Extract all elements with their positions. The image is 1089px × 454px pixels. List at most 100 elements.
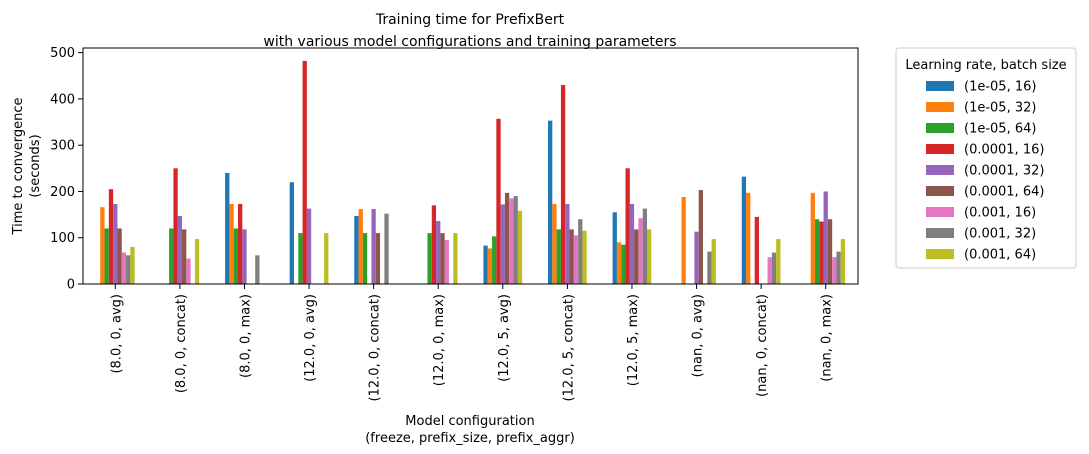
bar <box>104 228 109 284</box>
bar <box>513 196 518 284</box>
bar <box>354 215 359 284</box>
legend-item-label: (0.001, 64) <box>964 248 1036 263</box>
chart-title-line-1: Training time for PrefixBert <box>375 12 565 28</box>
bar <box>647 229 652 284</box>
legend-item-label: (0.001, 16) <box>964 206 1036 221</box>
bar <box>565 203 570 284</box>
legend-title: Learning rate, batch size <box>905 58 1066 73</box>
x-axis-label-line-2: (freeze, prefix_size, prefix_aggr) <box>365 431 575 446</box>
legend-item-label: (0.001, 32) <box>964 227 1036 242</box>
x-tick-label: (12.0, 0, max) <box>432 294 447 386</box>
bar <box>582 230 587 284</box>
bar <box>375 233 381 284</box>
legend-item-label: (0.0001, 16) <box>964 143 1044 158</box>
bars-group <box>100 60 846 285</box>
bar <box>698 190 703 284</box>
bar <box>194 239 200 284</box>
bar <box>255 255 260 284</box>
bar <box>186 258 191 284</box>
x-tick-label: (12.0, 0, concat) <box>368 294 383 401</box>
bar <box>746 192 751 284</box>
bar <box>840 239 846 284</box>
legend-swatch <box>926 249 954 259</box>
bar <box>298 233 303 284</box>
bar <box>225 172 230 284</box>
legend-swatch <box>926 186 954 196</box>
bar <box>117 228 122 284</box>
bar <box>548 120 553 285</box>
y-axis-label-line-2: (seconds) <box>28 134 43 197</box>
bar <box>324 233 329 284</box>
bar <box>483 245 488 284</box>
bar <box>711 239 716 284</box>
bar <box>427 233 432 284</box>
bar <box>552 203 557 284</box>
bar <box>612 212 617 284</box>
x-tick-label: (8.0, 0, max) <box>238 294 253 378</box>
legend: Learning rate, batch size (1e-05, 16) (1e… <box>895 47 1077 269</box>
y-axis-label: Time to convergence (seconds) <box>11 98 43 236</box>
bar <box>556 229 561 284</box>
x-tick-label: (12.0, 5, concat) <box>561 294 576 401</box>
y-axis-label-line-1: Time to convergence <box>11 98 26 236</box>
bar <box>492 236 497 284</box>
y-tick-label: 100 <box>50 231 75 246</box>
bar <box>767 257 772 284</box>
bar <box>496 118 501 284</box>
bar <box>242 229 247 284</box>
bar <box>130 246 135 284</box>
legend-swatch <box>926 81 954 91</box>
legend-item-label: (1e-05, 16) <box>964 80 1036 95</box>
bar <box>642 208 648 284</box>
bar <box>517 210 523 284</box>
y-axis: 0 100 200 300 400 500 <box>50 46 83 293</box>
bar <box>229 203 234 284</box>
bar <box>436 221 441 284</box>
bar <box>832 257 837 284</box>
bar <box>504 192 510 284</box>
legend-items: (1e-05, 16) (1e-05, 32) (1e-05, 64) (0.0001… <box>926 80 1044 263</box>
x-tick-label: (nan, 0, concat) <box>755 294 770 397</box>
bar <box>500 204 505 284</box>
y-tick-label: 500 <box>50 46 75 61</box>
bar <box>108 189 114 284</box>
bar <box>819 221 824 284</box>
x-tick-label: (nan, 0, avg) <box>691 294 706 377</box>
bar <box>126 255 131 284</box>
y-tick-label: 400 <box>50 92 75 107</box>
x-tick-label: (nan, 0, max) <box>820 294 835 382</box>
x-tick-label: (12.0, 5, avg) <box>497 294 512 382</box>
bar <box>616 242 622 284</box>
y-tick-label: 200 <box>50 185 75 200</box>
legend-item-label: (1e-05, 32) <box>964 101 1036 116</box>
bar <box>306 208 312 284</box>
bar <box>569 229 574 284</box>
chart-title-line-2: with various model configurations and tr… <box>263 34 676 50</box>
bar <box>169 228 174 284</box>
bar <box>810 192 815 284</box>
legend-swatch <box>926 102 954 112</box>
legend-item-label: (0.0001, 64) <box>964 185 1044 200</box>
bar <box>358 209 363 284</box>
bar <box>177 215 183 284</box>
y-tick-label: 0 <box>67 278 75 293</box>
bar <box>776 239 781 284</box>
bar <box>238 203 243 284</box>
bar <box>814 219 820 284</box>
legend-swatch <box>926 228 954 238</box>
bar <box>302 60 307 285</box>
bar <box>113 203 118 284</box>
x-tick-label: (8.0, 0, avg) <box>109 294 124 374</box>
x-axis: (8.0, 0, avg) (8.0, 0, concat) (8.0, 0, ma… <box>109 284 835 401</box>
plot-area-frame <box>82 47 859 285</box>
bar <box>681 197 686 284</box>
bar <box>573 235 579 284</box>
bar <box>621 244 626 284</box>
x-tick-label: (12.0, 5, max) <box>626 294 641 386</box>
bar <box>362 233 368 284</box>
legend-swatch <box>926 144 954 154</box>
bar <box>289 182 294 284</box>
bar <box>629 203 635 284</box>
x-axis-label-line-1: Model configuration <box>405 414 534 429</box>
bar <box>638 218 643 284</box>
